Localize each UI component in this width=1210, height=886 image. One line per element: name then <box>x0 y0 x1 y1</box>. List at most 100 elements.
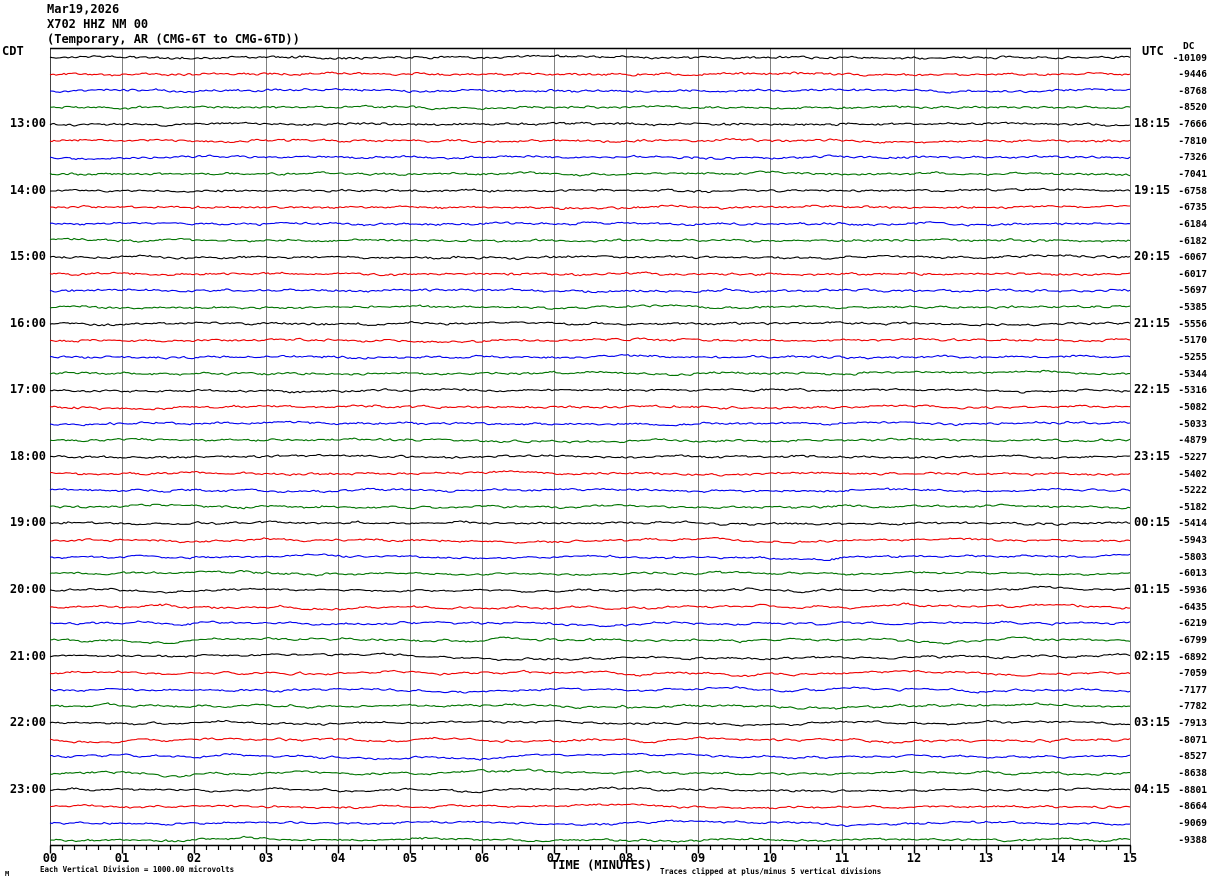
seismic-trace <box>49 736 1131 744</box>
x-tick-label: 00 <box>42 851 58 865</box>
x-tick-label: 09 <box>690 851 706 865</box>
seismic-trace <box>49 752 1131 761</box>
x-tick-label: 15 <box>1122 851 1138 865</box>
dc-value: -5344 <box>1178 369 1207 380</box>
dc-value: -7177 <box>1178 685 1207 696</box>
dc-value: -6735 <box>1178 202 1207 213</box>
seismic-trace <box>49 138 1131 144</box>
left-time-label: 20:00 <box>9 582 46 596</box>
dc-value: -6219 <box>1178 618 1207 629</box>
dc-value: -5414 <box>1178 518 1207 529</box>
dc-value: -5182 <box>1178 502 1207 513</box>
dc-value: -8801 <box>1178 785 1207 796</box>
left-timezone-label: CDT <box>2 44 24 58</box>
dc-value: -7041 <box>1178 169 1207 180</box>
dc-value: -8071 <box>1178 735 1207 746</box>
dc-value: -5082 <box>1178 402 1207 413</box>
dc-value: -6184 <box>1178 219 1207 230</box>
left-time-label: 19:00 <box>9 515 46 529</box>
dc-value: -5556 <box>1178 319 1207 330</box>
x-tick-label: 08 <box>618 851 634 865</box>
seismic-trace <box>49 420 1131 427</box>
title-date: Mar19,2026 <box>47 2 120 16</box>
seismic-trace <box>49 369 1130 377</box>
title-description: (Temporary, AR (CMG-6T to CMG-6TD)) <box>47 32 300 46</box>
title-station: X702 HHZ NM 00 <box>47 17 149 31</box>
time-axis-label: TIME (MINUTES) <box>551 858 653 872</box>
dc-value: -4879 <box>1178 435 1207 446</box>
dc-value: -9446 <box>1178 69 1207 80</box>
x-tick-label: 13 <box>978 851 994 865</box>
dc-value: -6067 <box>1178 252 1207 263</box>
dc-value: -7782 <box>1178 701 1207 712</box>
dc-value: -5222 <box>1178 485 1207 496</box>
seismic-trace <box>49 254 1131 261</box>
right-time-label: 20:15 <box>1134 249 1171 263</box>
dc-value: -7810 <box>1178 136 1207 147</box>
dc-value: -7059 <box>1178 668 1207 679</box>
clip-note: Traces clipped at plus/minus 5 vertical … <box>660 867 882 876</box>
left-time-label: 21:00 <box>9 649 46 663</box>
x-tick-label: 04 <box>330 851 346 865</box>
dc-value: -7326 <box>1178 152 1207 163</box>
left-time-label: 14:00 <box>9 183 46 197</box>
seismic-trace <box>49 686 1131 694</box>
dc-value: -6758 <box>1178 186 1207 197</box>
seismic-trace <box>49 121 1131 127</box>
right-time-label: 01:15 <box>1134 582 1171 596</box>
right-time-label: 19:15 <box>1134 183 1171 197</box>
seismic-trace <box>49 387 1131 394</box>
dc-value: -8664 <box>1178 801 1207 812</box>
right-time-label: 04:15 <box>1134 782 1171 796</box>
seismic-trace <box>50 786 1131 794</box>
dc-value: -7913 <box>1178 718 1207 729</box>
x-tick-label: 07 <box>546 851 562 865</box>
dc-value: -8768 <box>1178 86 1207 97</box>
left-time-label: 13:00 <box>9 116 46 130</box>
dc-value: -5402 <box>1178 469 1207 480</box>
x-tick-label: 05 <box>402 851 418 865</box>
seismic-trace <box>49 321 1131 327</box>
left-time-label: 22:00 <box>9 715 46 729</box>
x-tick-label: 06 <box>474 851 490 865</box>
seismic-trace <box>49 719 1131 727</box>
seismic-trace <box>49 54 1131 60</box>
dc-value: -5385 <box>1178 302 1207 313</box>
seismic-trace <box>50 702 1130 710</box>
right-time-label: 02:15 <box>1134 649 1171 663</box>
seismic-trace <box>49 354 1131 360</box>
dc-value: -6435 <box>1178 602 1207 613</box>
watermark: M <box>5 870 10 878</box>
seismic-trace <box>49 520 1131 526</box>
x-tick-label: 01 <box>114 851 130 865</box>
seismic-trace <box>49 271 1131 277</box>
x-tick-label: 10 <box>762 851 778 865</box>
seismic-trace <box>49 537 1131 544</box>
x-tick-label: 03 <box>258 851 274 865</box>
x-tick-label: 14 <box>1050 851 1066 865</box>
seismic-trace <box>49 569 1131 577</box>
right-time-label: 00:15 <box>1134 515 1171 529</box>
right-time-label: 03:15 <box>1134 715 1171 729</box>
seismic-trace <box>49 819 1131 827</box>
dc-value: -5255 <box>1178 352 1207 363</box>
dc-value: -6013 <box>1178 568 1207 579</box>
dc-value: -6892 <box>1178 652 1207 663</box>
right-time-label: 18:15 <box>1134 116 1171 130</box>
x-tick-label: 12 <box>906 851 922 865</box>
right-timezone-label: UTC <box>1142 44 1164 58</box>
dc-value: -8520 <box>1178 102 1207 113</box>
left-time-label: 15:00 <box>9 249 46 263</box>
seismic-trace <box>49 337 1131 344</box>
seismic-trace <box>49 487 1131 494</box>
dc-value: -8527 <box>1178 751 1207 762</box>
seismic-trace <box>49 71 1131 77</box>
left-time-label: 18:00 <box>9 449 46 463</box>
seismic-trace <box>50 104 1131 111</box>
seismic-trace <box>49 221 1131 227</box>
seismic-trace <box>49 669 1131 678</box>
seismic-trace <box>49 553 1131 562</box>
dc-value: -5170 <box>1178 335 1207 346</box>
dc-value: -6017 <box>1178 269 1207 280</box>
